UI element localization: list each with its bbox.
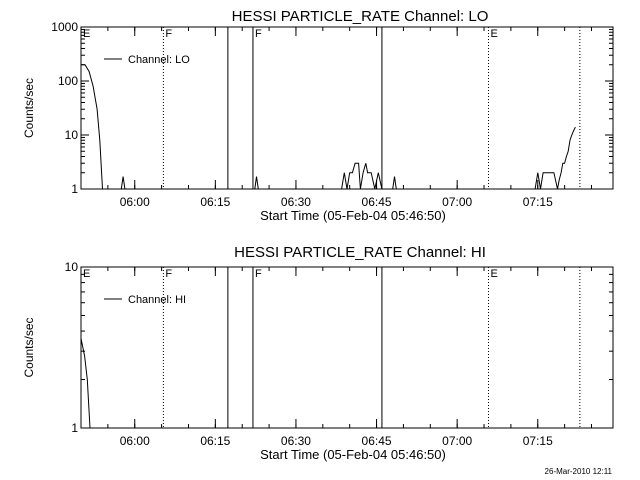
x-tick-label: 06:00 [120,434,150,448]
y-tick-label: 1000 [51,20,78,34]
data-line [80,338,91,429]
legend-label: Channel: HI [128,294,186,306]
chart-panels: HESSI PARTICLE_RATE Channel: LO110100100… [22,8,614,462]
event-marker-label: E [491,28,498,40]
event-marker-label: E [83,28,90,40]
chart-title: HESSI PARTICLE_RATE Channel: HI [234,244,486,261]
event-marker-label: E [491,268,498,280]
event-marker-label: F [165,268,172,280]
y-tick-label: 1 [71,421,78,435]
panel-0: HESSI PARTICLE_RATE Channel: LO 1 10 100 100… [22,8,614,223]
data-line [81,64,576,190]
y-tick-label: 10 [65,128,79,142]
x-tick-label: 07:00 [442,434,472,448]
x-axis-label: Start Time (05-Feb-04 05:46:50) [260,208,446,223]
event-marker-label: E [83,268,90,280]
date-stamp: 26-Mar-2010 12:11 [545,467,613,476]
legend-label: Channel: LO [128,54,190,66]
y-axis-label: Counts/sec [22,78,36,138]
x-tick-label: 07:15 [523,195,553,209]
y-tick-label: 100 [58,74,78,88]
x-tick-label: 06:45 [362,195,392,209]
x-tick-label: 07:15 [523,434,553,448]
event-marker-label: F [255,28,262,40]
y-tick-label: 10 [65,260,79,274]
x-tick-label: 06:30 [281,195,311,209]
x-tick-label: 06:00 [120,195,150,209]
y-tick-label: 1 [71,182,78,196]
panel-1: HESSI PARTICLE_RATE Channel: HI 1 10 Counts… [22,244,614,462]
x-tick-label: 06:30 [281,434,311,448]
x-tick-label: 06:15 [200,195,230,209]
y-axis-label: Counts/sec [22,317,36,377]
chart-title: HESSI PARTICLE_RATE Channel: LO [232,8,489,25]
x-tick-label: 06:45 [362,434,392,448]
x-tick-label: 07:00 [442,195,472,209]
x-axis-label: Start Time (05-Feb-04 05:46:50) [260,447,446,462]
event-marker-label: F [165,28,172,40]
event-marker-label: F [255,268,262,280]
x-tick-label: 06:15 [200,434,230,448]
